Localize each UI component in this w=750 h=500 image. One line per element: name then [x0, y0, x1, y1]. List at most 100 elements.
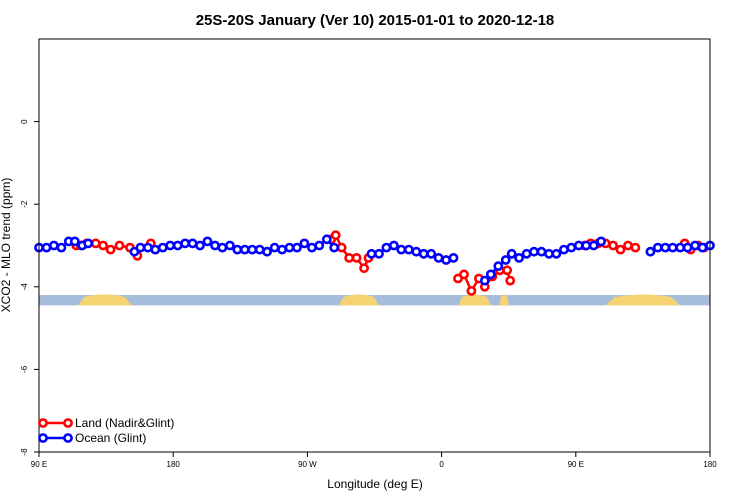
data-point-ocean-glint	[667, 242, 678, 253]
data-point-ocean-glint	[529, 246, 539, 257]
data-point-ocean-glint	[682, 242, 693, 253]
data-point-land-nadir-glint	[359, 263, 369, 274]
data-point-ocean-glint	[142, 242, 153, 253]
y-tick-label: -2	[20, 200, 29, 208]
y-tick-label: 0	[20, 119, 29, 124]
data-point-ocean-glint	[433, 252, 444, 263]
data-point-land-nadir-glint	[502, 265, 513, 276]
data-point-ocean-glint	[292, 242, 302, 253]
data-point-ocean-glint	[150, 244, 161, 255]
chart-title: 25S-20S January (Ver 10) 2015-01-01 to 2…	[196, 12, 555, 29]
x-tick-label: 90 E	[31, 460, 47, 469]
land-patch-3	[499, 294, 509, 306]
data-point-land-nadir-glint	[98, 240, 108, 251]
data-point-ocean-glint	[697, 242, 708, 253]
land-patch-0	[77, 294, 132, 306]
x-tick-label: 0	[439, 460, 444, 469]
data-point-ocean-glint	[69, 236, 80, 247]
data-point-land-nadir-glint	[459, 269, 469, 280]
data-point-ocean-glint	[49, 240, 59, 251]
data-point-ocean-glint	[381, 242, 392, 253]
land-patch-1	[338, 294, 379, 306]
legend-marker	[38, 433, 48, 443]
data-point-ocean-glint	[217, 242, 228, 253]
data-point-land-nadir-glint	[466, 285, 477, 296]
legend-marker	[38, 418, 48, 428]
data-point-land-nadir-glint	[114, 240, 125, 251]
y-axis-label: XCO2 - MLO trend (ppm)	[0, 178, 13, 313]
legend-marker	[63, 418, 73, 428]
x-axis: 90 E 180 90 W 0 90 E 180	[31, 452, 717, 469]
data-point-ocean-glint	[566, 242, 577, 253]
series-layer	[34, 230, 715, 296]
data-point-ocean-glint	[56, 242, 67, 253]
data-point-ocean-glint	[485, 269, 496, 280]
data-point-ocean-glint	[551, 248, 562, 259]
data-point-ocean-glint	[314, 240, 325, 251]
x-tick-label: 90 E	[568, 460, 584, 469]
land-ocean-mask	[39, 294, 710, 306]
legend: Land (Nadir&Glint)Ocean (Glint)	[38, 416, 174, 445]
data-point-ocean-glint	[493, 261, 504, 271]
data-point-ocean-glint	[652, 242, 663, 253]
data-point-ocean-glint	[247, 244, 258, 255]
y-tick-label: -8	[20, 448, 29, 456]
data-point-ocean-glint	[269, 242, 280, 253]
data-point-ocean-glint	[321, 234, 332, 245]
data-point-ocean-glint	[329, 242, 340, 253]
data-point-ocean-glint	[396, 244, 407, 255]
x-tick-label: 90 W	[298, 460, 317, 469]
y-axis: 0 -2 -4 -6 -8	[20, 119, 39, 456]
data-point-ocean-glint	[500, 255, 511, 265]
data-point-ocean-glint	[479, 275, 490, 286]
data-point-ocean-glint	[232, 244, 243, 255]
data-point-ocean-glint	[426, 248, 437, 259]
land-patch-4	[605, 294, 681, 306]
data-point-land-nadir-glint	[505, 275, 516, 286]
data-point-ocean-glint	[299, 238, 310, 249]
data-point-ocean-glint	[277, 244, 287, 255]
data-point-ocean-glint	[588, 240, 599, 251]
legend-label: Land (Nadir&Glint)	[75, 416, 174, 430]
x-axis-label: Longitude (deg E)	[327, 477, 422, 491]
series-land-nadir-glint	[71, 230, 709, 296]
data-point-ocean-glint	[284, 242, 295, 253]
data-point-ocean-glint	[448, 252, 459, 263]
data-point-ocean-glint	[581, 240, 592, 251]
data-point-ocean-glint	[514, 252, 524, 263]
data-point-ocean-glint	[596, 236, 606, 247]
data-point-ocean-glint	[506, 248, 517, 259]
data-point-ocean-glint	[202, 236, 213, 247]
x-tick-label: 180	[703, 460, 717, 469]
plot-frame	[38, 38, 711, 453]
data-point-ocean-glint	[135, 242, 146, 253]
legend-label: Ocean (Glint)	[75, 431, 146, 445]
data-point-land-nadir-glint	[351, 252, 362, 263]
data-point-ocean-glint	[262, 246, 272, 257]
data-point-land-nadir-glint	[608, 240, 618, 251]
y-tick-label: -4	[20, 283, 29, 291]
data-point-land-nadir-glint	[336, 242, 347, 253]
data-point-ocean-glint	[165, 240, 176, 251]
x-tick-label: 180	[167, 460, 181, 469]
data-point-land-nadir-glint	[615, 244, 626, 255]
data-point-ocean-glint	[195, 240, 205, 251]
data-point-ocean-glint	[536, 246, 547, 257]
data-point-ocean-glint	[224, 240, 235, 251]
data-point-ocean-glint	[83, 238, 94, 249]
data-point-ocean-glint	[559, 244, 569, 255]
y-tick-label: -6	[20, 365, 29, 373]
data-point-ocean-glint	[645, 246, 656, 257]
data-point-ocean-glint	[388, 240, 399, 251]
data-point-ocean-glint	[374, 248, 384, 259]
legend-marker	[63, 433, 73, 443]
data-point-ocean-glint	[403, 244, 414, 255]
land-patch-2	[458, 294, 491, 306]
data-point-ocean-glint	[180, 238, 190, 249]
data-point-land-nadir-glint	[105, 244, 116, 255]
series-ocean-glint	[34, 234, 715, 286]
data-point-ocean-glint	[366, 248, 377, 259]
data-point-land-nadir-glint	[330, 230, 341, 241]
data-point-land-nadir-glint	[630, 242, 641, 253]
